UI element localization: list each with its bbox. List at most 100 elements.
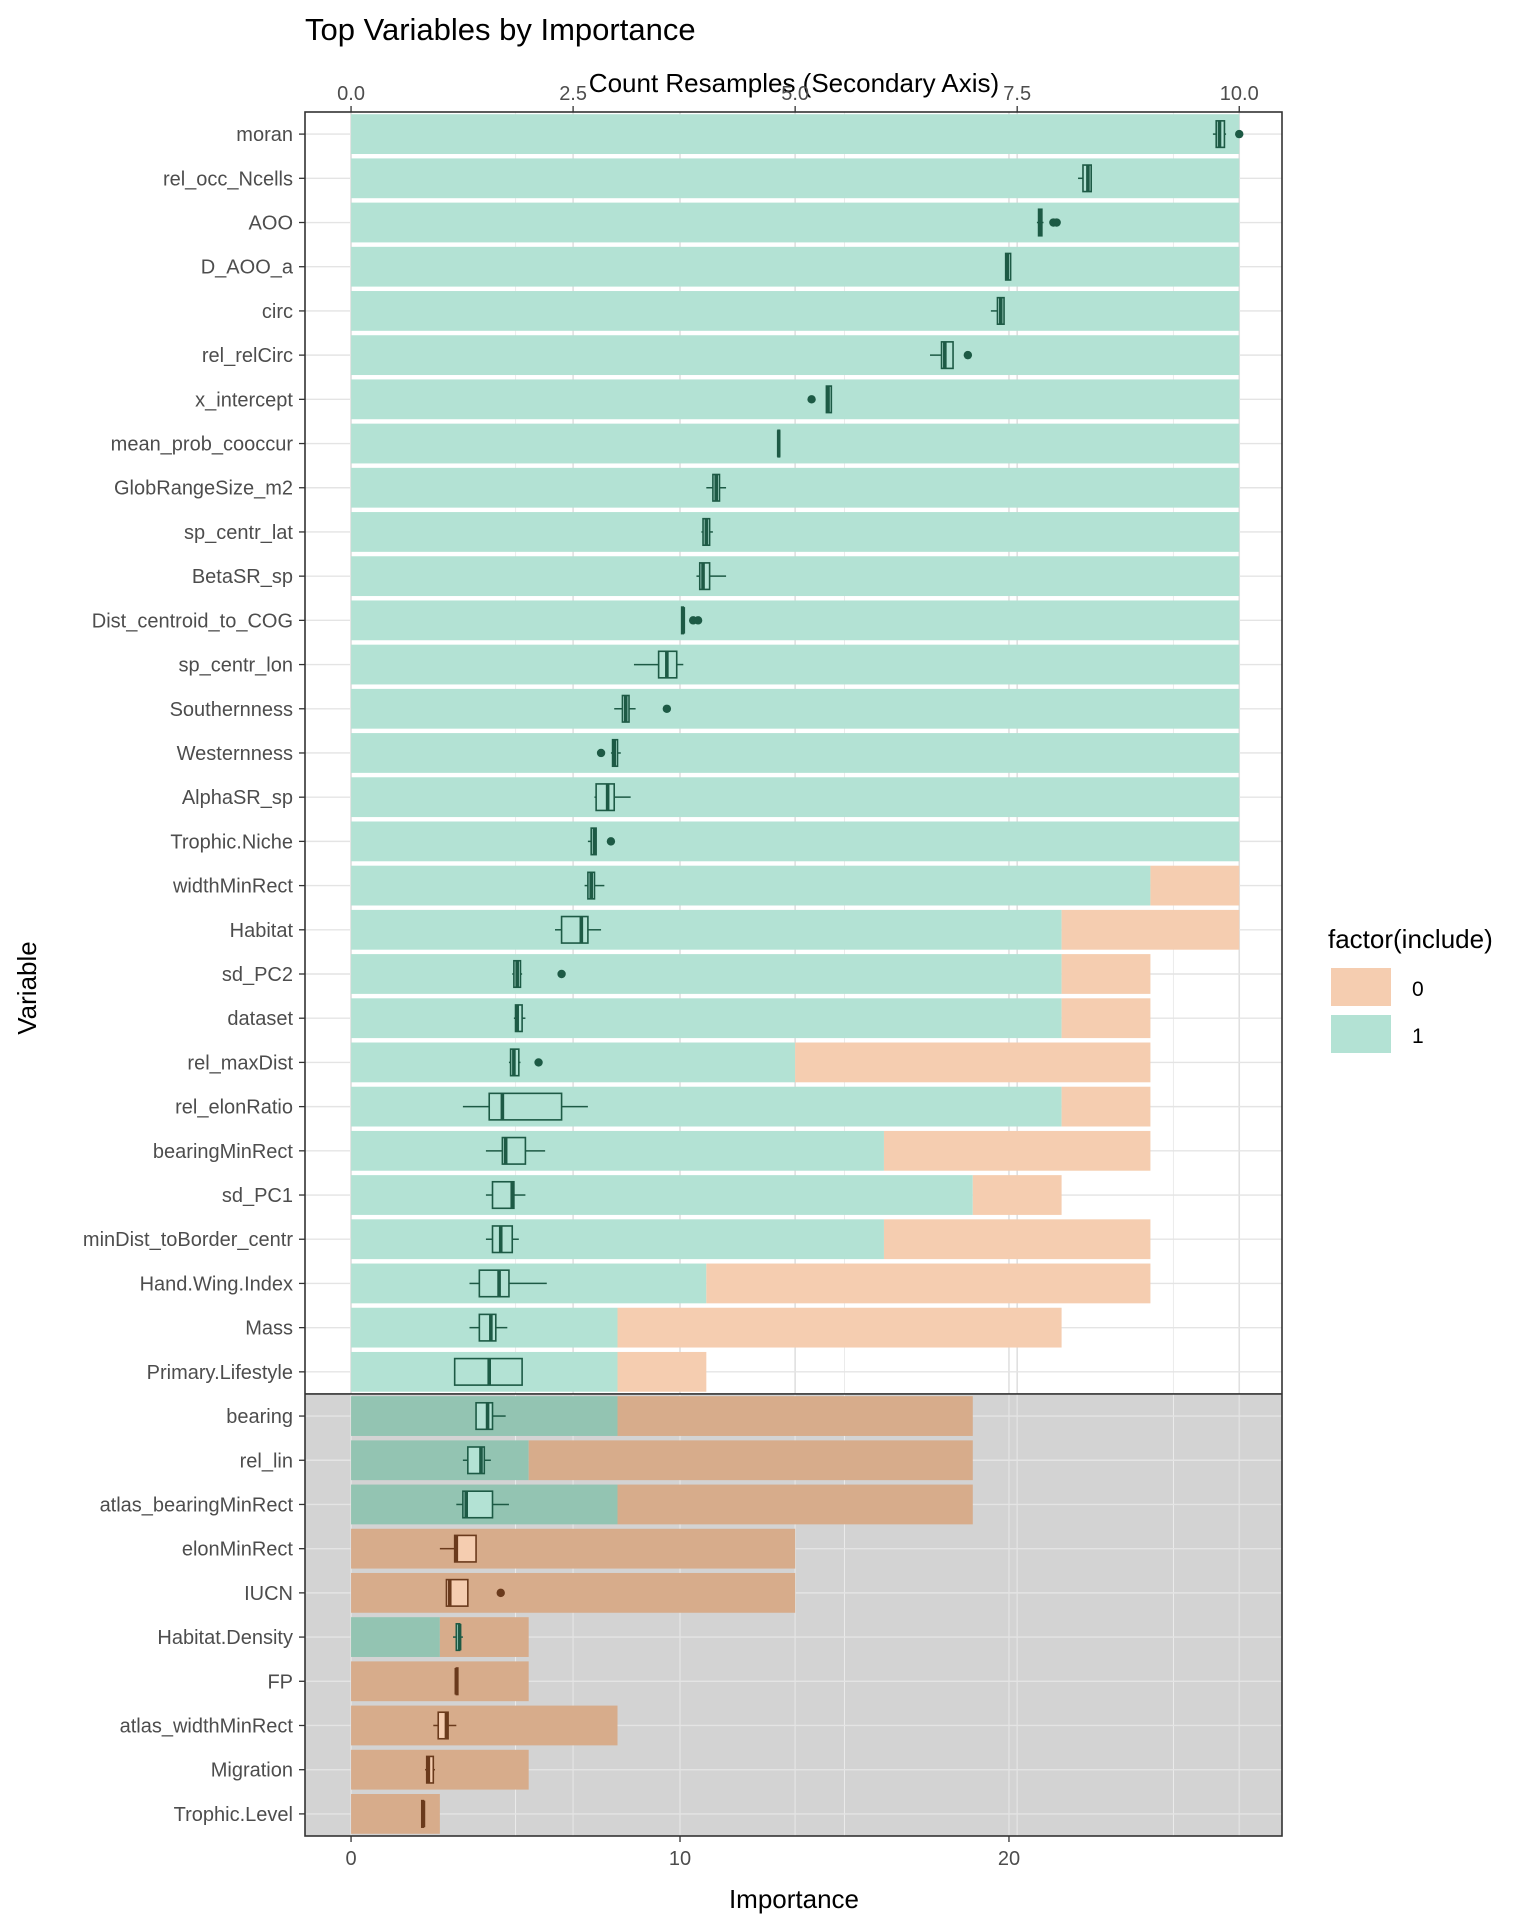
- bar-include-1: [351, 158, 1240, 199]
- bar-include-1: [351, 1042, 796, 1083]
- box-outlier: [534, 1058, 543, 1067]
- box-iqr: [478, 1269, 510, 1298]
- bar-include-1: [351, 114, 1240, 154]
- y-tick-label: sd_PC2: [222, 964, 293, 986]
- bar-include-0: [351, 1705, 618, 1746]
- bar-include-1: [351, 379, 1240, 420]
- legend: factor(include) 0 1: [1328, 924, 1493, 1053]
- bar-include-0: [617, 1351, 707, 1392]
- y-tick-label: AOO: [249, 213, 293, 235]
- bar-include-1: [351, 512, 1240, 552]
- bar-include-1: [351, 1175, 973, 1215]
- y-tick-label: widthMinRect: [172, 876, 293, 898]
- x-axis-title: Importance: [729, 1884, 859, 1914]
- y-tick-label: Trophic.Level: [174, 1804, 293, 1826]
- box-iqr: [478, 1313, 497, 1342]
- secondary-x-tick-label: 2.5: [559, 83, 587, 105]
- y-tick-label: elonMinRect: [182, 1539, 294, 1561]
- legend-title: factor(include): [1328, 924, 1493, 954]
- bar-include-0: [617, 1307, 1062, 1348]
- y-tick-label: rel_occ_Ncells: [163, 168, 293, 190]
- y-tick-label: minDist_toBorder_centr: [83, 1229, 293, 1251]
- bar-include-1: [351, 467, 1240, 508]
- bar-include-1: [351, 1086, 1062, 1127]
- y-axis-title: Variable: [12, 941, 42, 1034]
- bar-include-1: [351, 600, 1240, 641]
- y-tick-label: Migration: [211, 1760, 293, 1782]
- bar-include-1: [351, 335, 1240, 376]
- bar-include-1: [351, 1440, 529, 1481]
- bar-include-1: [351, 777, 1240, 818]
- bar-include-1: [351, 644, 1240, 685]
- bar-include-1: [351, 998, 1062, 1039]
- bar-include-0: [617, 1396, 973, 1436]
- bar-include-1: [351, 1617, 440, 1657]
- bar-include-0: [351, 1794, 440, 1834]
- bar-include-0: [883, 1219, 1151, 1260]
- y-tick-label: rel_lin: [240, 1450, 293, 1472]
- box-outlier: [557, 969, 566, 979]
- secondary-x-tick-label: 5.0: [781, 83, 809, 105]
- box-outlier: [596, 748, 606, 758]
- y-tick-label: bearing: [226, 1406, 293, 1428]
- chart-title: Top Variables by Importance: [305, 12, 696, 47]
- y-tick-label: x_intercept: [195, 389, 293, 411]
- box-iqr: [475, 1401, 494, 1431]
- secondary-x-tick-label: 0.0: [337, 83, 365, 105]
- y-tick-label: Dist_centroid_to_COG: [92, 610, 293, 632]
- bar-include-0: [1150, 865, 1240, 906]
- bar-include-0: [706, 1263, 1151, 1304]
- y-tick-label: Mass: [245, 1318, 293, 1340]
- y-tick-label: Habitat.Density: [157, 1627, 293, 1649]
- y-tick-label: AlphaSR_sp: [182, 787, 293, 809]
- box-outlier: [1235, 129, 1244, 139]
- legend-key-1: [1331, 1015, 1391, 1053]
- box-iqr: [560, 915, 589, 944]
- y-tick-label: sp_centr_lat: [184, 522, 293, 544]
- bar-include-0: [351, 1749, 529, 1790]
- secondary-x-tick-label: 10.0: [1220, 83, 1259, 105]
- y-tick-label: rel_elonRatio: [175, 1097, 293, 1119]
- legend-label-0: 0: [1412, 978, 1424, 1001]
- bar-include-0: [883, 1130, 1151, 1171]
- bar-include-1: [351, 865, 1151, 906]
- y-tick-label: mean_prob_cooccur: [111, 434, 294, 456]
- y-tick-label: sp_centr_lon: [178, 655, 293, 677]
- box-outlier: [693, 616, 703, 625]
- x-tick-label: 0: [345, 1848, 356, 1870]
- y-tick-label: Habitat: [230, 920, 294, 942]
- y-tick-label: rel_relCirc: [202, 345, 293, 367]
- y-tick-label: rel_maxDist: [187, 1052, 293, 1074]
- y-tick-label: Hand.Wing.Index: [140, 1273, 293, 1295]
- bar-include-1: [351, 909, 1062, 950]
- bar-include-1: [351, 423, 1240, 464]
- bar-include-0: [1061, 954, 1151, 994]
- y-tick-label: GlobRangeSize_m2: [114, 478, 293, 500]
- y-tick-label: bearingMinRect: [153, 1141, 294, 1163]
- y-tick-label: atlas_widthMinRect: [120, 1715, 294, 1737]
- secondary-x-tick-label: 7.5: [1003, 83, 1031, 105]
- y-tick-label: Southernness: [170, 699, 293, 721]
- bar-include-1: [351, 202, 1240, 243]
- secondary-axis-title: Count Resamples (Secondary Axis): [589, 68, 999, 98]
- bar-include-0: [795, 1042, 1151, 1083]
- box-outlier: [662, 704, 672, 713]
- y-tick-label: BetaSR_sp: [192, 566, 293, 588]
- box-outlier: [963, 350, 973, 360]
- y-tick-label: sd_PC1: [222, 1185, 293, 1207]
- bar-include-0: [351, 1528, 796, 1569]
- y-tick-label: D_AOO_a: [201, 257, 294, 279]
- bar-include-1: [351, 1219, 884, 1260]
- bar-include-1: [351, 246, 1240, 287]
- bar-include-0: [351, 1572, 796, 1613]
- y-tick-label: moran: [236, 124, 293, 146]
- legend-label-1: 1: [1412, 1025, 1424, 1048]
- y-tick-label: atlas_bearingMinRect: [100, 1494, 294, 1516]
- bar-include-0: [972, 1175, 1062, 1215]
- y-tick-label: Primary.Lifestyle: [147, 1362, 293, 1384]
- bar-include-0: [1061, 909, 1240, 950]
- y-tick-label: Trophic.Niche: [170, 831, 293, 853]
- box-outlier: [496, 1588, 505, 1598]
